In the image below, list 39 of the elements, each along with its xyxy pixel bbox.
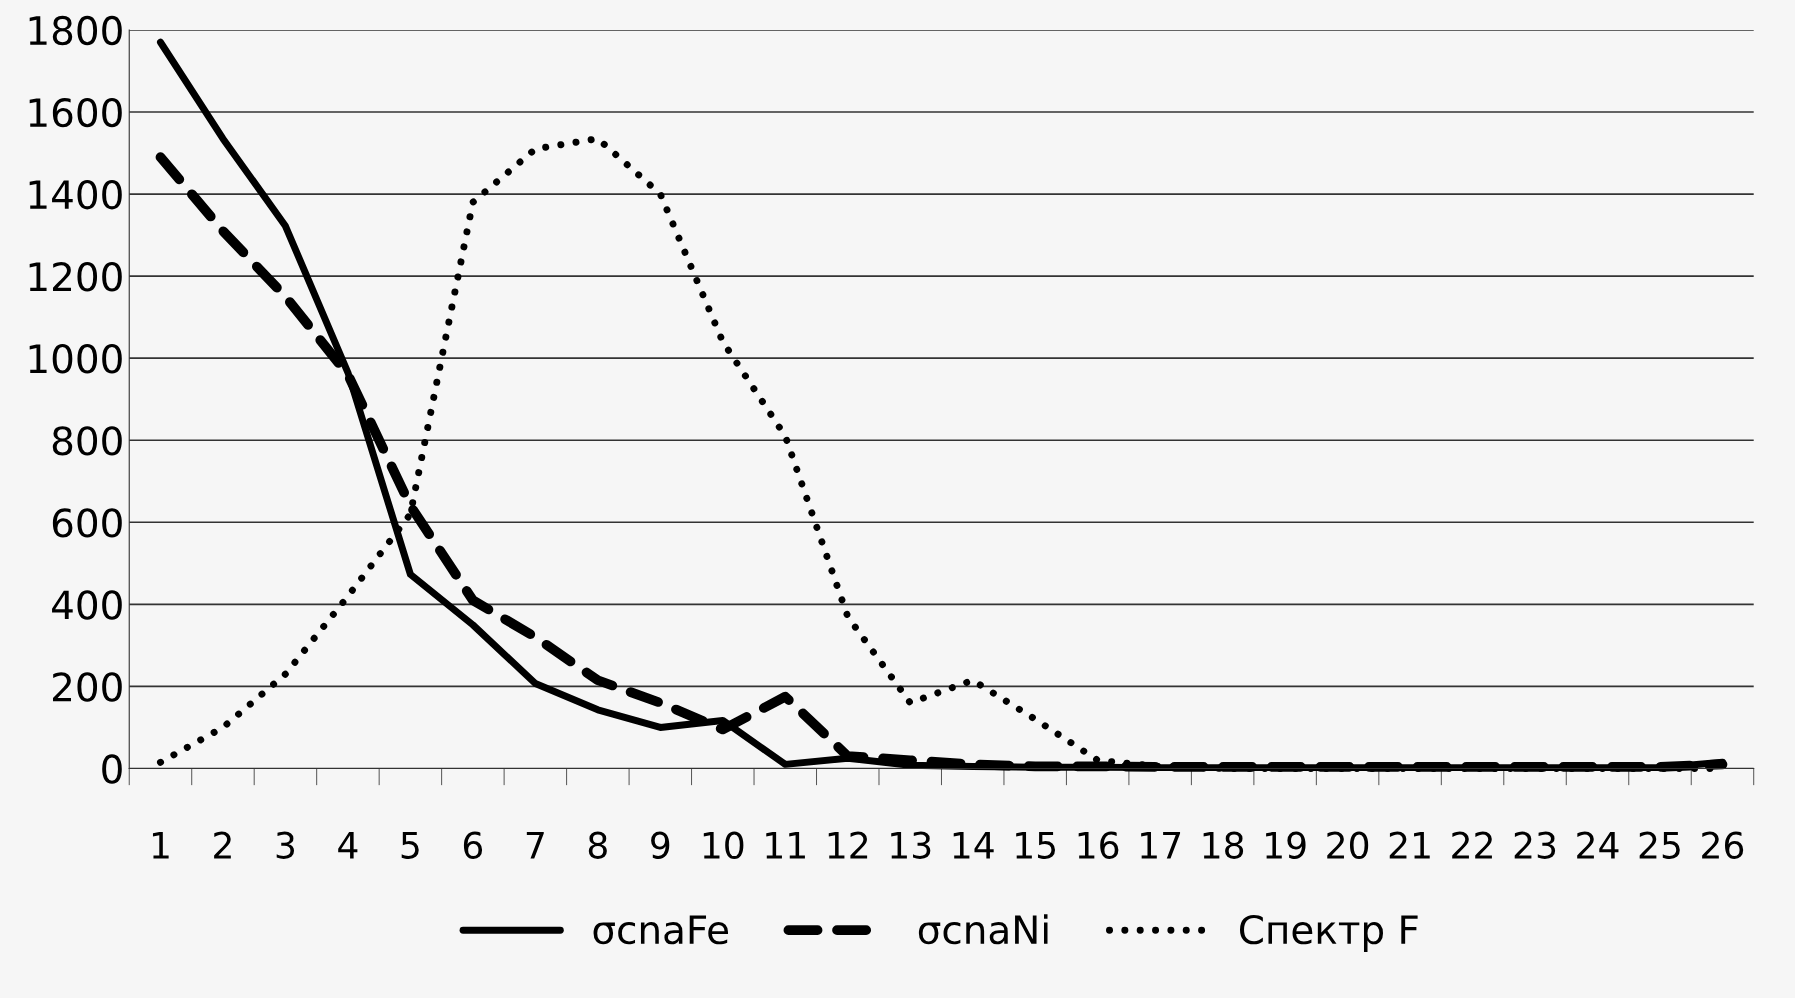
legend-label: σcnaFe xyxy=(593,915,728,945)
legend-label: σcnaNi xyxy=(918,914,1048,945)
x-tick-label: 8 xyxy=(588,831,607,859)
legend-label: Спектр F xyxy=(1239,914,1418,952)
y-tick-label: 1600 xyxy=(29,97,122,128)
y-tick-label: 400 xyxy=(52,590,122,620)
x-tick-label: 22 xyxy=(1452,831,1492,859)
x-tick-label: 16 xyxy=(1078,831,1119,859)
x-tick-label: 18 xyxy=(1203,831,1244,859)
x-tick-label: 3 xyxy=(276,831,295,859)
x-tick-label: 4 xyxy=(338,832,358,859)
x-tick-label: 26 xyxy=(1702,831,1744,859)
x-tick-label: 25 xyxy=(1639,831,1680,859)
x-tick-label: 7 xyxy=(526,832,544,859)
y-tick-label: 1200 xyxy=(29,262,122,292)
x-tick-label: 9 xyxy=(651,831,670,859)
x-tick-label: 17 xyxy=(1141,832,1181,859)
x-tick-label: 19 xyxy=(1266,831,1306,859)
x-tick-label: 11 xyxy=(766,832,805,859)
x-tick-label: 6 xyxy=(463,831,483,859)
y-tick-label: 0 xyxy=(102,754,122,784)
x-tick-label: 20 xyxy=(1327,831,1369,859)
x-tick-label: 2 xyxy=(214,831,231,859)
x-tick-label: 24 xyxy=(1577,831,1619,859)
x-tick-label: 23 xyxy=(1514,831,1556,859)
x-tick-label: 10 xyxy=(703,831,744,859)
x-tick-label: 12 xyxy=(828,831,868,859)
x-tick-label: 1 xyxy=(152,832,169,859)
x-tick-label: 14 xyxy=(953,832,994,859)
y-tick-label: 800 xyxy=(52,426,122,456)
y-tick-label: 200 xyxy=(53,672,122,702)
x-tick-label: 21 xyxy=(1389,831,1430,859)
y-tick-label: 600 xyxy=(52,508,122,538)
x-tick-label: 13 xyxy=(891,831,931,859)
y-tick-label: 1400 xyxy=(29,179,122,210)
y-tick-label: 1800 xyxy=(29,15,122,46)
x-tick-label: 15 xyxy=(1016,832,1056,859)
x-tick-label: 5 xyxy=(401,832,419,859)
y-tick-label: 1000 xyxy=(29,344,122,374)
